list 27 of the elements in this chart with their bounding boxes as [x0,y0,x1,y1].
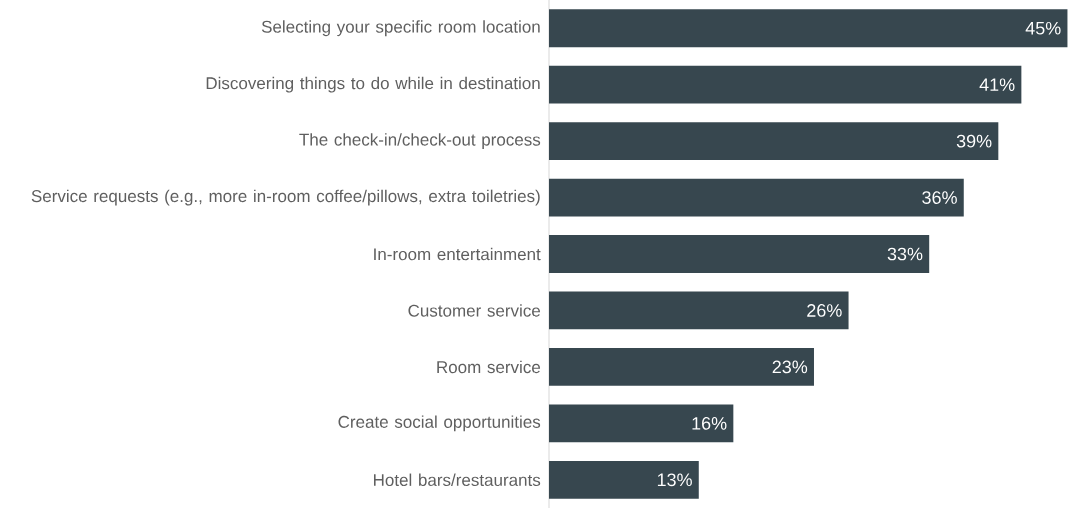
bar [549,9,1068,48]
bar [549,404,734,443]
data-label: 36% [922,191,957,204]
y-tick-label: Hotel bars/restaurants [374,473,541,487]
y-tick-label: Customer service [408,304,541,317]
data-label: 23% [772,360,808,374]
data-label: 16% [692,416,727,430]
data-label: 33% [887,247,923,261]
bar [549,178,964,217]
data-label: 45% [1025,21,1061,35]
data-label: 39% [956,134,992,148]
y-tick-label: Selecting your specific room location [261,20,540,37]
y-tick-label: Create social opportunities [338,415,541,432]
bar [549,291,849,330]
bar [549,460,699,499]
y-tick-label: In-room entertainment [374,247,541,261]
data-label: 41% [979,78,1015,91]
y-tick-label: Service requests (e.g., more in-room coffee/pillows, extra toiletries) [31,189,540,206]
bar [549,122,999,161]
bar [549,65,1022,104]
data-label: 26% [807,304,842,317]
y-tick-label: Room service [437,360,541,374]
bar [549,235,930,273]
y-tick-label: The check-in/check-out process [299,133,541,150]
data-label: 13% [657,473,692,487]
y-tick-label: Discovering things to do while in destination [206,76,540,93]
bar [549,347,814,386]
